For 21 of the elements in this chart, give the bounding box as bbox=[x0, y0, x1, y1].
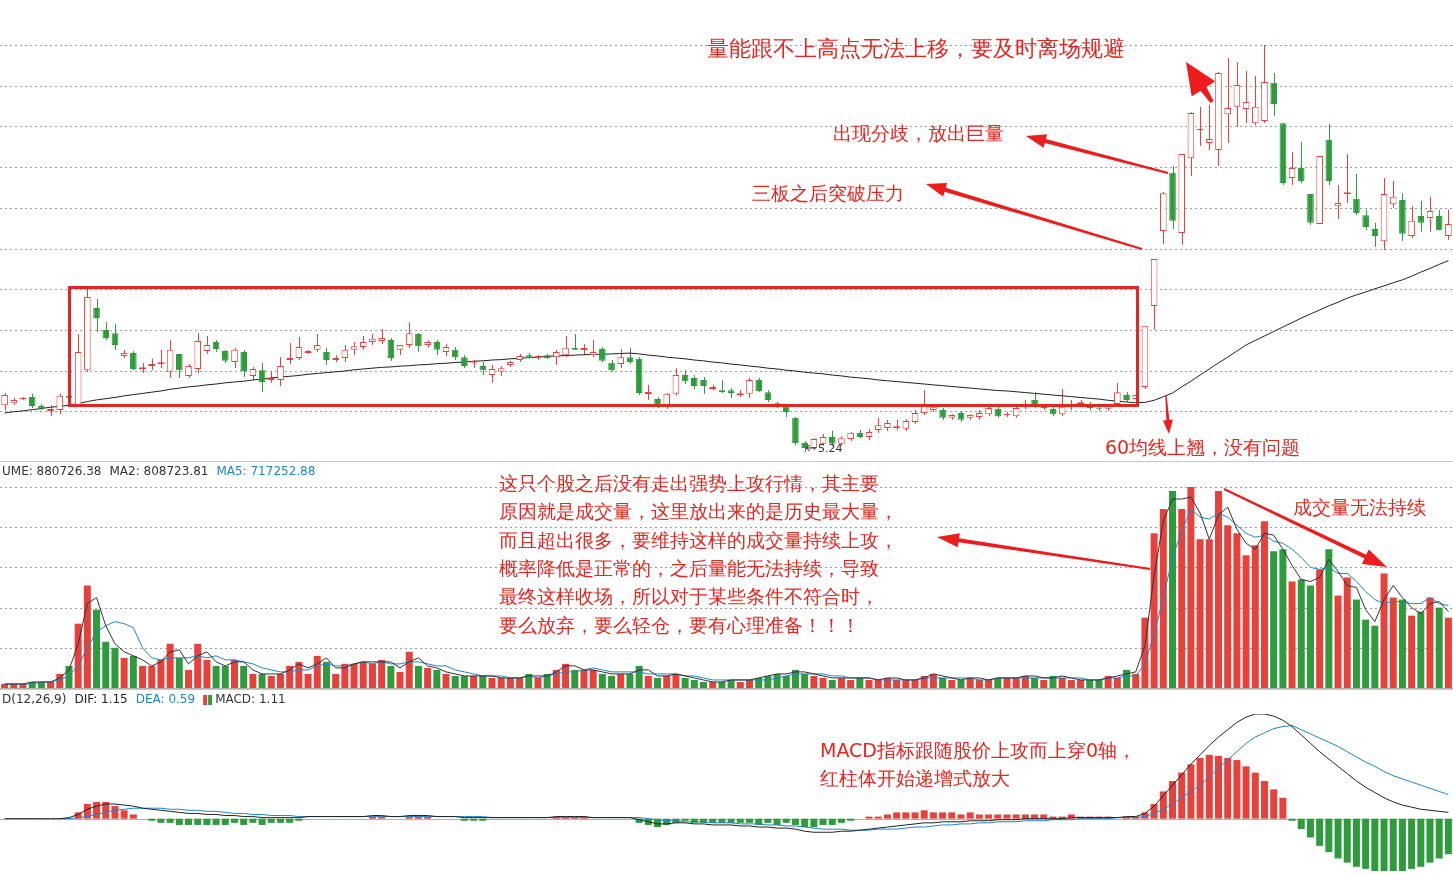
text: MA2: 808723.81 bbox=[109, 464, 209, 479]
text: MA5: 717252.88 bbox=[216, 464, 316, 479]
annotation: 出现分歧，放出巨量 bbox=[833, 122, 1004, 144]
text: DIF: 1.15 bbox=[74, 692, 128, 707]
annotation: MACD指标跟随股价上攻而上穿0轴， bbox=[820, 739, 1137, 761]
text: DEA: 0.59 bbox=[135, 692, 196, 707]
chart-title: UME: 880726.38 bbox=[2, 464, 102, 479]
annotation: 成交量无法持续 bbox=[1293, 496, 1426, 518]
annotation: 60均线上翘，没有问题 bbox=[1105, 436, 1301, 458]
annotation: 三板之后突破压力 bbox=[752, 182, 904, 204]
annotation: 要么放弃，要么轻仓，要有心理准备！！！ bbox=[499, 614, 860, 636]
annotation: 概率降低是正常的，之后量能无法持续，导致 bbox=[499, 557, 879, 579]
annotation: 5.24 bbox=[818, 442, 843, 455]
annotation: 而且超出很多，要维持这样的成交量持续上攻， bbox=[499, 529, 898, 551]
annotation: 红柱体开始递增式放大 bbox=[820, 767, 1010, 789]
annotation: 最终这样收场，所以对于某些条件不符合时， bbox=[499, 585, 879, 607]
annotation: 原因就是成交量，这里放出来的是历史最大量， bbox=[499, 500, 898, 522]
annotation: 量能跟不上高点无法上移，要及时离场规避 bbox=[707, 36, 1125, 61]
legend-label: MACD: 1.11 bbox=[215, 692, 286, 707]
chart-title: D(12,26,9) bbox=[2, 692, 67, 707]
annotation: 这只个股之后没有走出强势上攻行情，其主要 bbox=[499, 472, 879, 494]
